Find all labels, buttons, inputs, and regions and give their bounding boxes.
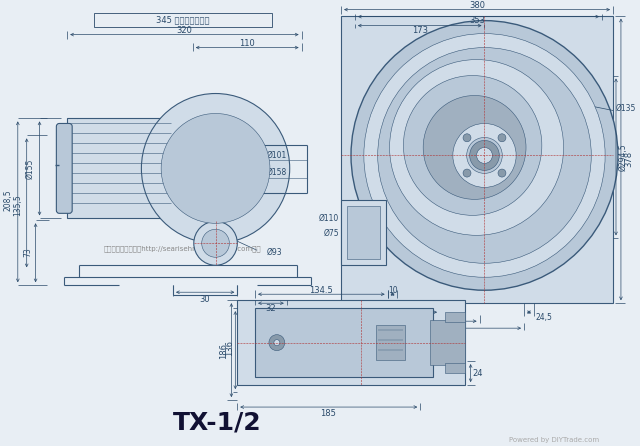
Circle shape bbox=[453, 124, 516, 187]
Circle shape bbox=[161, 113, 270, 223]
Circle shape bbox=[378, 48, 591, 263]
Text: 185: 185 bbox=[321, 409, 336, 417]
Circle shape bbox=[498, 169, 506, 177]
Circle shape bbox=[194, 221, 237, 265]
Text: Ø155: Ø155 bbox=[25, 158, 34, 178]
Circle shape bbox=[403, 75, 542, 215]
Text: 320: 320 bbox=[176, 26, 192, 35]
Circle shape bbox=[470, 140, 499, 170]
Bar bbox=[237, 300, 465, 385]
Text: 378: 378 bbox=[625, 151, 634, 168]
Circle shape bbox=[498, 134, 506, 142]
Text: 24,5: 24,5 bbox=[536, 313, 552, 322]
Text: 30: 30 bbox=[199, 295, 210, 304]
Text: 380: 380 bbox=[469, 1, 485, 10]
Text: 136: 136 bbox=[403, 322, 419, 330]
Circle shape bbox=[204, 157, 227, 180]
Bar bbox=[376, 325, 405, 360]
Bar bbox=[430, 320, 465, 365]
Text: 24: 24 bbox=[472, 368, 483, 378]
Circle shape bbox=[463, 134, 471, 142]
FancyBboxPatch shape bbox=[56, 124, 72, 213]
Text: TX-1/2: TX-1/2 bbox=[173, 410, 262, 434]
Text: 68: 68 bbox=[412, 313, 422, 322]
Circle shape bbox=[141, 94, 290, 244]
Text: Ø75: Ø75 bbox=[323, 229, 339, 238]
Bar bbox=[255, 308, 433, 377]
Bar bbox=[94, 12, 272, 27]
Text: 186: 186 bbox=[219, 343, 228, 359]
Text: Ø158: Ø158 bbox=[267, 168, 287, 177]
Text: Powered by DIYTrade.com: Powered by DIYTrade.com bbox=[509, 437, 599, 443]
Text: 专业台湾离心风机，http://searisehn.cn.alibaba.com产销: 专业台湾离心风机，http://searisehn.cn.alibaba.com… bbox=[104, 245, 262, 252]
Text: 135,5: 135,5 bbox=[13, 194, 22, 216]
Text: Ø110: Ø110 bbox=[319, 214, 339, 223]
Text: 32: 32 bbox=[266, 304, 276, 313]
Circle shape bbox=[467, 137, 502, 173]
Circle shape bbox=[390, 60, 564, 235]
Text: Ø93: Ø93 bbox=[267, 248, 283, 257]
Text: 185: 185 bbox=[424, 329, 440, 338]
Text: Ø101: Ø101 bbox=[267, 151, 287, 160]
Bar bbox=[341, 200, 386, 265]
Bar bbox=[445, 363, 465, 373]
Text: 353: 353 bbox=[469, 16, 485, 25]
Bar bbox=[445, 312, 465, 322]
Circle shape bbox=[178, 131, 253, 206]
Circle shape bbox=[463, 169, 471, 177]
Text: 136: 136 bbox=[225, 340, 234, 355]
Text: 80: 80 bbox=[362, 313, 373, 322]
Circle shape bbox=[269, 334, 285, 351]
Bar bbox=[347, 206, 380, 259]
Circle shape bbox=[211, 163, 221, 173]
Text: Ø135: Ø135 bbox=[616, 104, 636, 113]
Circle shape bbox=[364, 33, 605, 277]
Text: 345 隨熱型（參考）: 345 隨熱型（參考） bbox=[156, 15, 210, 24]
Text: 173: 173 bbox=[412, 26, 428, 35]
Text: 110: 110 bbox=[239, 39, 255, 48]
Text: 208,5: 208,5 bbox=[3, 190, 12, 211]
Text: 134.5: 134.5 bbox=[310, 286, 333, 295]
Circle shape bbox=[194, 146, 237, 190]
Text: 73: 73 bbox=[23, 248, 32, 257]
Text: Ø294,5: Ø294,5 bbox=[618, 144, 627, 171]
Circle shape bbox=[202, 229, 229, 257]
Circle shape bbox=[423, 95, 526, 199]
Circle shape bbox=[274, 340, 280, 346]
Bar bbox=[341, 16, 613, 303]
Text: 10: 10 bbox=[388, 286, 397, 295]
Circle shape bbox=[351, 21, 618, 290]
Circle shape bbox=[477, 148, 492, 163]
Bar bbox=[173, 136, 193, 195]
Bar bbox=[67, 119, 173, 219]
